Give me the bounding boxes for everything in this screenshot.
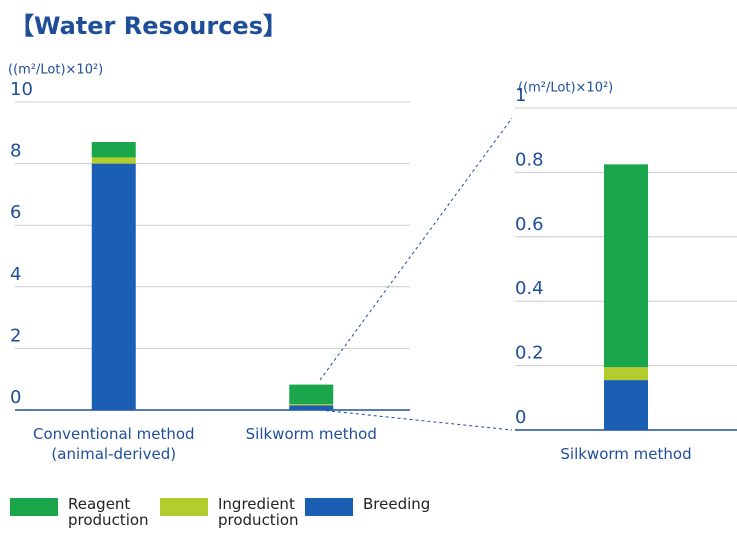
- bar-segment: [289, 384, 334, 404]
- y-tick-label: 0.2: [515, 343, 544, 364]
- legend-item: Ingredient production: [160, 496, 308, 528]
- chart-title: 【Water Resources】: [10, 12, 287, 40]
- legend-label: Ingredient production: [218, 495, 299, 529]
- legend-label: Breeding: [363, 495, 431, 513]
- y-axis-label: ((m²/Lot)×10²): [8, 63, 103, 78]
- legend-item: Reagent production: [10, 496, 158, 528]
- y-tick-label: 6: [10, 202, 21, 223]
- bar-segment: [289, 405, 334, 410]
- legend-swatch: [160, 498, 208, 516]
- legend-item: Breeding: [305, 496, 453, 516]
- zoom-line: [319, 409, 513, 431]
- y-tick-label: 0.4: [515, 278, 544, 299]
- y-tick-label: 4: [10, 264, 21, 285]
- y-tick-label: 8: [10, 141, 21, 162]
- bar-segment: [91, 157, 136, 164]
- legend-label: Reagent production: [68, 495, 149, 529]
- x-tick-label: Silkworm method: [560, 445, 692, 463]
- y-tick-label: 1: [515, 85, 526, 106]
- x-tick-label: Silkworm method: [245, 425, 377, 443]
- y-tick-label: 10: [10, 79, 33, 100]
- x-tick-label: Conventional method (animal-derived): [32, 425, 195, 463]
- legend-swatch: [305, 498, 353, 516]
- y-tick-label: 2: [10, 325, 21, 346]
- zoom-line: [319, 117, 513, 381]
- bar-segment: [91, 163, 136, 410]
- bar-segment: [289, 403, 334, 406]
- y-tick-label: 0.8: [515, 149, 544, 170]
- y-axis-label: ((m²/Lot)×10²): [518, 81, 613, 96]
- bar-segment: [604, 380, 648, 430]
- y-tick-label: 0.6: [515, 214, 544, 235]
- legend-swatch: [10, 498, 58, 516]
- bar-segment: [604, 367, 648, 381]
- bar-segment: [91, 142, 136, 158]
- y-tick-label: 0: [515, 407, 526, 428]
- bar-segment: [604, 164, 648, 368]
- y-tick-label: 0: [10, 387, 21, 408]
